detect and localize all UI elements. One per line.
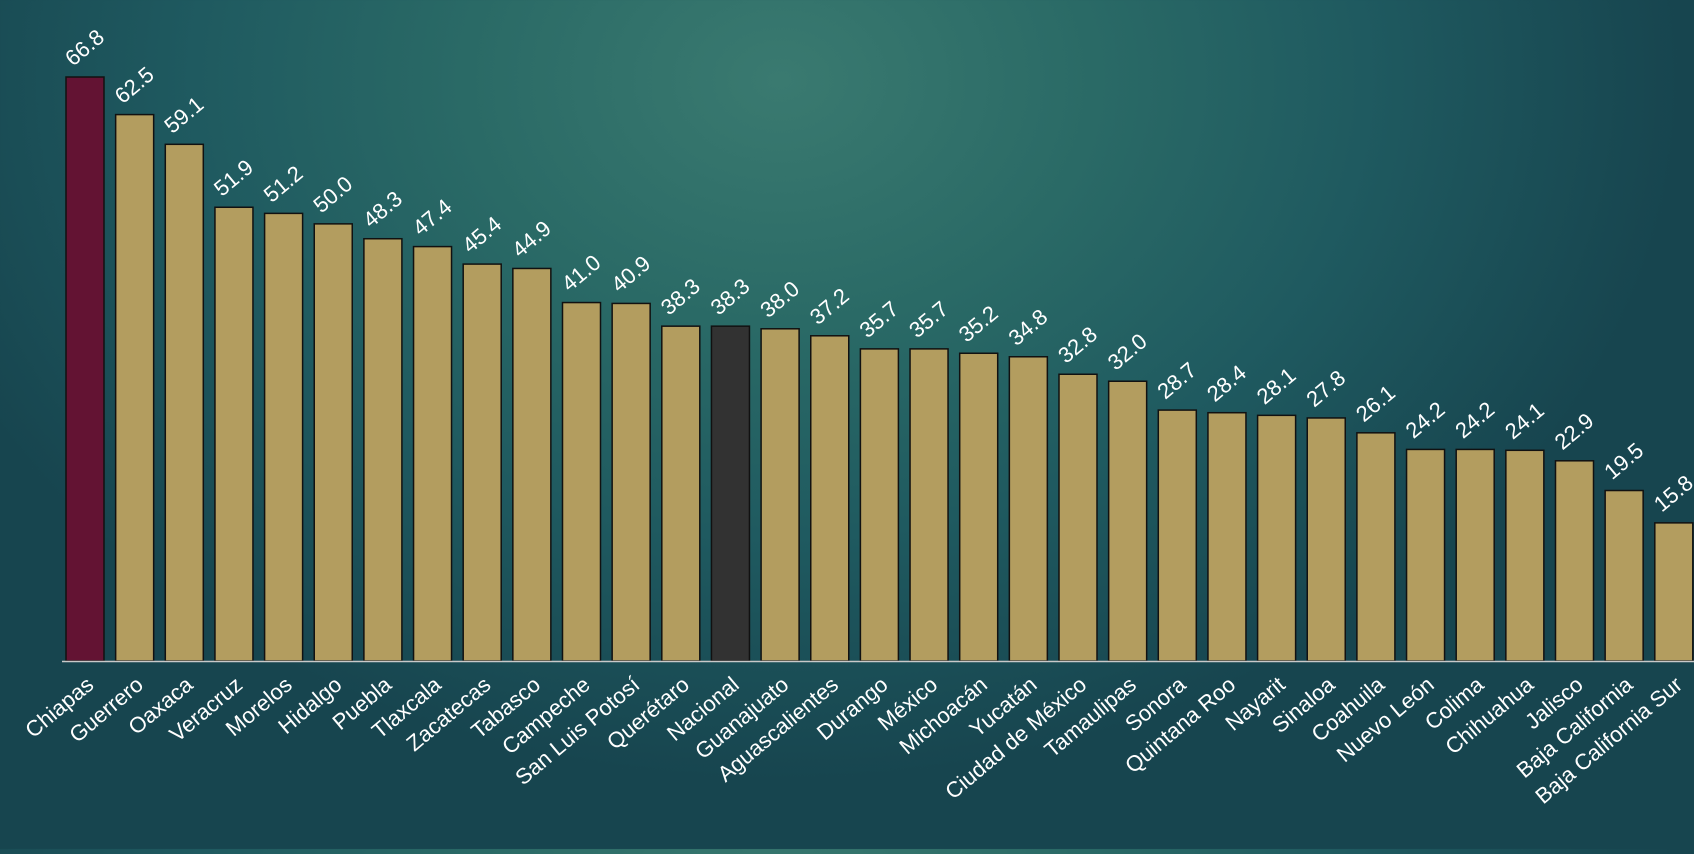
bar-chiapas xyxy=(65,76,105,662)
bar-quintana-roo xyxy=(1207,411,1247,662)
bar-colima xyxy=(1455,448,1495,662)
bar-queretaro xyxy=(661,325,701,662)
value-label-queretaro: 38.3 xyxy=(656,273,705,320)
value-label-tabasco: 44.9 xyxy=(507,216,556,263)
bars-layer xyxy=(65,76,1694,662)
value-label-campeche: 41.0 xyxy=(557,250,606,297)
bar-aguascalientes xyxy=(810,335,850,662)
bar-tabasco xyxy=(512,267,552,662)
value-label-colima: 24.2 xyxy=(1450,397,1499,444)
bar-morelos xyxy=(263,212,304,662)
value-label-aguascalientes: 37.2 xyxy=(805,283,854,330)
value-label-tlaxcala: 47.4 xyxy=(408,194,457,241)
bar-tamaulipas xyxy=(1107,380,1148,662)
value-label-nuevo-leon: 24.2 xyxy=(1401,397,1450,444)
value-label-san-luis-potosi: 40.9 xyxy=(606,251,655,298)
bar-oaxaca xyxy=(164,143,205,662)
value-label-zacatecas: 45.4 xyxy=(457,211,506,258)
value-label-hidalgo: 50.0 xyxy=(308,171,357,218)
bar-mexico xyxy=(909,348,949,662)
bar-sonora xyxy=(1157,409,1198,662)
value-label-jalisco: 22.9 xyxy=(1550,408,1599,455)
bar-puebla xyxy=(363,237,403,662)
bar-coahuila xyxy=(1356,432,1396,662)
value-label-ciudad-de-mexico: 32.8 xyxy=(1053,321,1102,368)
bar-baja-california xyxy=(1604,489,1644,662)
value-label-nayarit: 28.1 xyxy=(1252,362,1301,409)
bar-hidalgo xyxy=(313,223,353,662)
value-label-mexico: 35.7 xyxy=(904,296,953,343)
value-label-coahuila: 26.1 xyxy=(1351,380,1400,427)
bar-nayarit xyxy=(1256,414,1297,662)
bar-chihuahua xyxy=(1505,449,1545,662)
value-label-nacional: 38.3 xyxy=(706,273,755,320)
bar-sinaloa xyxy=(1306,417,1346,662)
bar-veracruz xyxy=(214,206,254,662)
value-label-oaxaca: 59.1 xyxy=(159,91,208,138)
value-label-morelos: 51.2 xyxy=(259,161,308,208)
value-label-chiapas: 66.8 xyxy=(60,24,109,71)
bar-nacional xyxy=(710,325,751,662)
value-label-durango: 35.7 xyxy=(855,296,904,343)
bar-jalisco xyxy=(1554,460,1595,662)
value-label-baja-california-sur: 15.8 xyxy=(1649,470,1694,517)
bar-yucatan xyxy=(1008,356,1049,662)
bar-nuevo-leon xyxy=(1405,448,1446,662)
value-label-yucatan: 34.8 xyxy=(1003,304,1052,351)
category-labels-layer: ChiapasGuerreroOaxacaVeracruzMorelosHida… xyxy=(20,671,1687,809)
bar-san-luis-potosi xyxy=(611,302,651,662)
bar-michoacan xyxy=(958,352,999,662)
value-label-veracruz: 51.9 xyxy=(209,154,258,201)
value-label-chihuahua: 24.1 xyxy=(1500,397,1549,444)
value-label-sonora: 28.7 xyxy=(1152,357,1201,404)
bar-durango xyxy=(859,348,900,662)
bar-zacatecas xyxy=(462,263,502,662)
value-label-baja-california: 19.5 xyxy=(1599,438,1648,485)
bar-baja-california-sur xyxy=(1654,522,1694,662)
value-label-puebla: 48.3 xyxy=(358,186,407,233)
bar-tlaxcala xyxy=(412,245,453,662)
bar-ciudad-de-mexico xyxy=(1058,373,1098,662)
value-label-guerrero: 62.5 xyxy=(110,62,159,109)
bar-guerrero xyxy=(114,113,155,662)
value-label-sinaloa: 27.8 xyxy=(1301,365,1350,412)
bar-guanajuato xyxy=(760,328,800,662)
value-label-tamaulipas: 32.0 xyxy=(1103,328,1152,375)
value-label-quintana-roo: 28.4 xyxy=(1202,360,1251,407)
value-label-michoacan: 35.2 xyxy=(954,300,1003,347)
bar-campeche xyxy=(561,301,602,662)
value-label-guanajuato: 38.0 xyxy=(755,276,804,323)
